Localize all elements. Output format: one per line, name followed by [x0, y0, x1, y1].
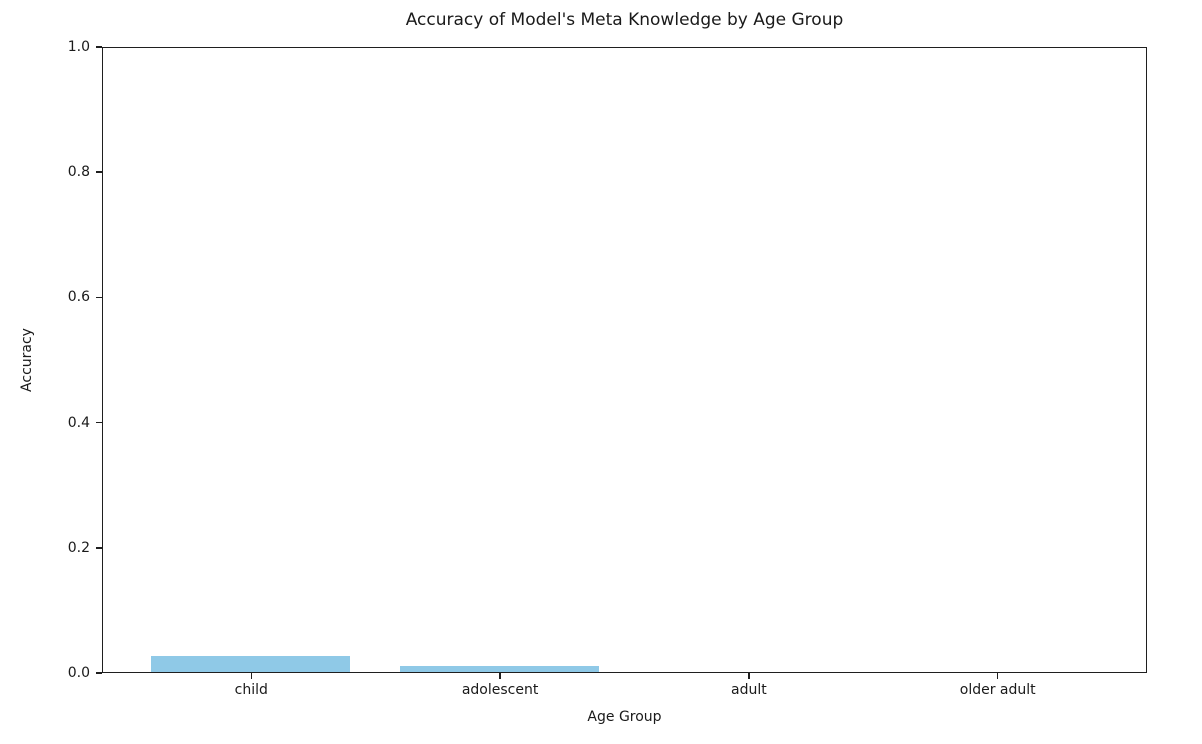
x-tick-child	[250, 673, 253, 679]
y-tick-label-0.2: 0.2	[67, 539, 90, 556]
x-tick-label-adolescent: adolescent	[461, 682, 539, 698]
y-tick-label-0.4: 0.4	[67, 414, 90, 431]
y-axis-label: Accuracy	[19, 328, 35, 392]
bar-child	[151, 656, 351, 672]
x-tick-label-older-adult: older adult	[959, 682, 1036, 698]
x-tick-adult	[748, 673, 750, 679]
y-tick-label-1.0: 1.0	[67, 39, 90, 55]
plot-area	[102, 47, 1147, 673]
y-tick-label-0.6: 0.6	[67, 289, 90, 306]
y-tick-label-0.0: 0.0	[67, 665, 90, 681]
y-tick-0.2	[96, 547, 102, 549]
x-axis-label: Age Group	[587, 709, 662, 725]
x-tick-label-child: child	[234, 682, 268, 698]
y-tick-0.0	[96, 672, 102, 674]
x-tick-adolescent	[499, 673, 501, 679]
y-tick-0.8	[96, 171, 102, 173]
x-tick-older-adult	[996, 673, 999, 679]
y-tick-0.4	[96, 421, 102, 424]
bar-adolescent	[400, 666, 600, 672]
y-tick-0.6	[96, 296, 102, 299]
x-tick-label-adult: adult	[731, 682, 767, 698]
y-tick-1.0	[96, 46, 102, 48]
y-tick-label-0.8: 0.8	[67, 164, 90, 181]
chart-title: Accuracy of Model's Meta Knowledge by Ag…	[405, 10, 844, 30]
